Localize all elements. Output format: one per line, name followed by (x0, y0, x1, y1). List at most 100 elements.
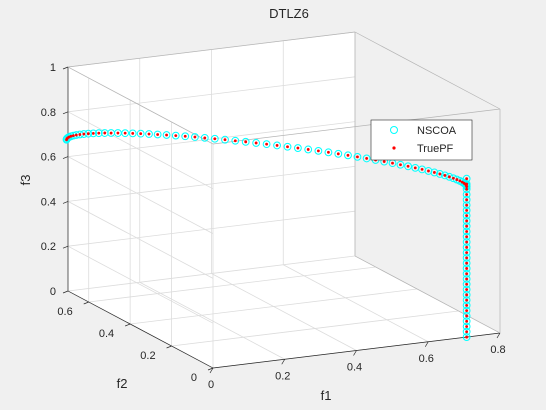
chart-title: DTLZ6 (269, 6, 309, 21)
truepf-point (356, 155, 359, 159)
x-tick (353, 350, 357, 356)
truepf-point (306, 148, 310, 151)
nscoa-point (344, 151, 352, 160)
grid-line-z-left (67, 201, 214, 279)
nscoa-point (462, 232, 471, 241)
y-tick-label: 0.6 (57, 306, 72, 318)
truepf-point (346, 153, 350, 157)
truepf-point (296, 146, 300, 150)
z-axis-label: f3 (18, 175, 33, 186)
nscoa-point (89, 129, 98, 138)
x-tick-label: 0.4 (347, 362, 362, 374)
x-tick (496, 332, 501, 339)
nscoa-point (362, 154, 371, 163)
truepf-point (103, 131, 107, 135)
nscoa-point (353, 152, 362, 161)
nscoa-point (462, 217, 471, 225)
nscoa-point (404, 162, 412, 171)
truepf-point (174, 134, 178, 137)
nscoa-point (200, 133, 209, 142)
truepf-point (336, 152, 340, 156)
box-edge (67, 66, 214, 145)
y-tick (166, 345, 172, 349)
nscoa-point (462, 312, 471, 320)
truepf-point (465, 230, 469, 233)
truepf-point (465, 288, 469, 291)
z-tick (62, 245, 69, 249)
truepf-point (139, 132, 143, 136)
truepf-point (244, 140, 248, 144)
truepf-point (465, 314, 469, 318)
z-tick (62, 156, 69, 159)
x-tick-label: 0.2 (275, 370, 290, 382)
nscoa-point (462, 306, 471, 315)
truepf-point (223, 138, 227, 142)
y-tick-label: 0 (191, 372, 197, 384)
truepf-point (465, 309, 469, 313)
truepf-point (316, 149, 320, 153)
truepf-point (193, 135, 197, 139)
truepf-point (275, 144, 279, 147)
nscoa-point (153, 130, 162, 139)
z-tick-label: 0.8 (41, 107, 56, 119)
nscoa-point (462, 195, 471, 204)
grid-line-y-floor (88, 266, 376, 303)
nscoa-point (462, 190, 471, 199)
z-tick (62, 201, 69, 204)
nscoa-point (283, 142, 292, 151)
nscoa-point (304, 145, 313, 154)
truepf-point (465, 293, 469, 297)
nscoa-point (171, 131, 180, 140)
truepf-point (116, 131, 120, 135)
grid-line-x-floor (283, 264, 429, 343)
truepf-point (147, 132, 151, 136)
truepf-point (465, 219, 469, 223)
nscoa-point (462, 285, 471, 294)
truepf-point (254, 141, 258, 145)
grid-line-x-floor (139, 281, 285, 360)
truepf-point (74, 133, 78, 137)
legend-box (370, 119, 473, 161)
truepf-point (91, 131, 95, 135)
truepf-point (97, 131, 101, 135)
truepf-point (465, 182, 469, 186)
nscoa-point (462, 201, 471, 209)
truepf-point (71, 134, 75, 138)
truepf-point (427, 169, 430, 173)
truepf-point (69, 134, 73, 138)
truepf-point (420, 168, 424, 171)
series-truepf (65, 131, 469, 339)
truepf-point (183, 134, 187, 138)
truepf-point (438, 172, 442, 176)
truepf-point (465, 325, 469, 328)
truepf-point (399, 163, 402, 167)
truepf-point (391, 161, 394, 165)
z-tick-label: 0 (50, 286, 56, 298)
nscoa-point (462, 301, 471, 310)
nscoa-point (62, 134, 71, 143)
nscoa-point (314, 146, 323, 155)
nscoa-point (181, 132, 190, 141)
nscoa-point (462, 264, 471, 273)
grid-line-z-left (67, 111, 214, 190)
nscoa-point (273, 141, 281, 150)
box-edge (354, 255, 501, 334)
truepf-point (447, 175, 451, 179)
nscoa-point (462, 243, 471, 252)
x-tick (209, 367, 214, 374)
truepf-point (327, 150, 330, 154)
nscoa-point (462, 280, 471, 289)
y-tick-label: 0.4 (99, 328, 114, 340)
nscoa-point (121, 129, 130, 138)
truepf-point (465, 277, 469, 281)
truepf-point (465, 272, 469, 276)
nscoa-point (191, 133, 199, 141)
x-axis-label: f1 (321, 388, 332, 403)
truepf-point (465, 214, 469, 218)
z-tick-label: 1 (50, 62, 56, 74)
nscoa-point (462, 290, 471, 299)
z-tick (62, 111, 69, 115)
legend[interactable]: NSCOA TruePF (370, 119, 473, 161)
truepf-point (451, 176, 455, 180)
truepf-point (465, 298, 469, 302)
